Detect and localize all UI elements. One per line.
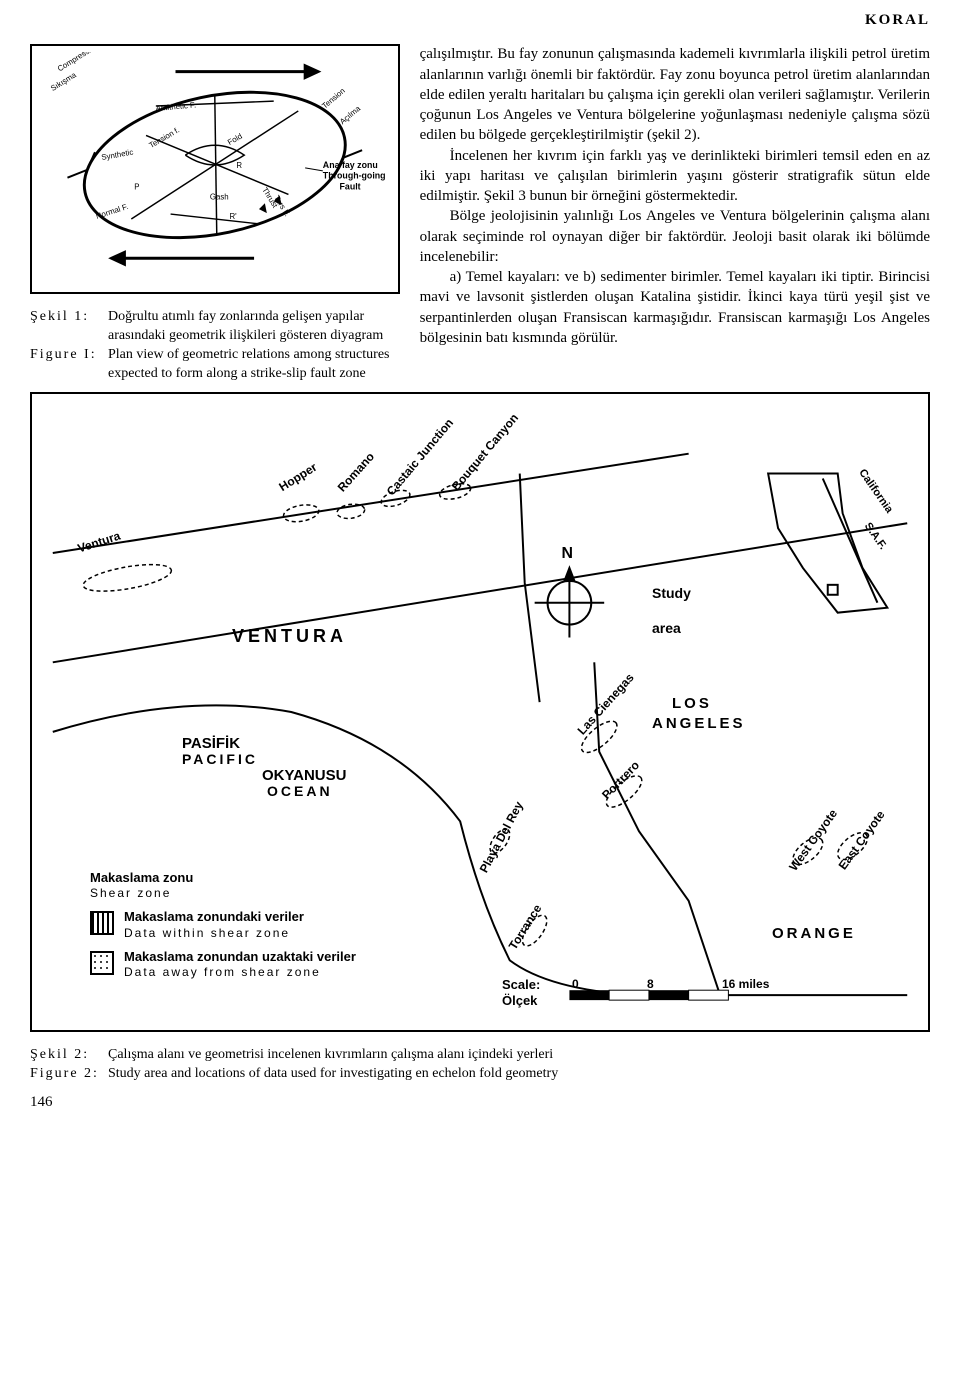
svg-text:Tension: Tension [320,86,347,110]
label-area: area [652,619,681,638]
figure1-box: Compression Sıkışma Tension Açılma Antit… [30,44,400,294]
legend-away-sub: Data away from shear zone [124,965,356,980]
legend-row-away: Makaslama zonundan uzaktaki veriler Data… [90,949,356,980]
paragraph-4: a) Temel kayaları: ve b) sedimenter biri… [420,267,930,348]
svg-text:Gash: Gash [210,193,229,202]
figure2-label-tr: Şekil 2: [30,1046,108,1065]
svg-text:Fold: Fold [226,132,244,147]
label-ocean: OCEAN [267,782,333,801]
figure1-svg: Compression Sıkışma Tension Açılma Antit… [38,52,392,278]
svg-text:Normal F.: Normal F. [95,202,130,221]
figure1-label-en: Figure I: [30,346,108,384]
label-scale: Scale: [502,976,540,994]
figure2-text-tr: Çalışma alanı ve geometrisi incelenen kı… [108,1046,930,1065]
label-orange: ORANGE [772,924,856,944]
svg-text:Through-going: Through-going [323,171,386,181]
svg-text:N: N [561,545,572,562]
label-pacific: PACIFIC [182,750,258,769]
paragraph-1: çalışılmıştır. Bu fay zonunun çalışmasın… [420,44,930,145]
label-scale-0: 0 [572,976,579,992]
figure1-text-tr: Doğrultu atımlı fay zonlarında gelişen y… [108,308,400,346]
figure2-box: N VENTURA PASİF [30,392,930,1032]
figure2-legend: Makaslama zonu Shear zone Makaslama zonu… [90,870,356,980]
paragraph-2: İncelenen her kıvrım için farklı yaş ve … [420,146,930,207]
label-ventura-basin: VENTURA [232,624,347,648]
svg-text:Sıkışma: Sıkışma [49,70,78,93]
figure2-text-en: Study area and locations of data used fo… [108,1065,930,1084]
svg-text:R: R [236,161,242,170]
figure1-text-en: Plan view of geometric relations among s… [108,346,400,384]
svg-text:R': R' [230,212,238,221]
legend-shear-sub: Shear zone [90,886,356,901]
figure2-caption: Şekil 2: Çalışma alanı ve geometrisi inc… [30,1046,930,1084]
body-text-column: çalışılmıştır. Bu fay zonunun çalışmasın… [420,44,930,348]
svg-text:P: P [134,183,139,192]
label-olcek: Ölçek [502,992,537,1010]
legend-row-within: Makaslama zonundaki veriler Data within … [90,909,356,940]
legend-swatch-dots [90,951,114,975]
page-number: 146 [30,1092,930,1112]
svg-text:Ana fay zonu: Ana fay zonu [323,160,378,170]
label-los: LOS [672,694,712,714]
figure1-column: Compression Sıkışma Tension Açılma Antit… [30,44,400,384]
svg-text:Fault: Fault [340,182,361,192]
figure2-label-en: Figure 2: [30,1065,108,1084]
svg-text:Antithetic F.: Antithetic F. [155,101,196,113]
legend-swatch-lines [90,911,114,935]
label-angeles: ANGELES [652,714,746,734]
figure1-caption: Şekil 1: Doğrultu atımlı fay zonlarında … [30,308,400,384]
label-study: Study [652,584,691,603]
svg-text:Synthetic: Synthetic [101,148,134,162]
figure1-label-tr: Şekil 1: [30,308,108,346]
page-header: KORAL [30,0,930,44]
top-row: Compression Sıkışma Tension Açılma Antit… [30,44,930,384]
label-scale-16: 16 miles [722,976,769,992]
paragraph-3: Bölge jeolojisinin yalınlığı Los Angeles… [420,206,930,267]
legend-shear-title: Makaslama zonu [90,870,356,886]
svg-text:Compression: Compression [56,52,100,73]
svg-text:Açılma: Açılma [338,104,363,127]
legend-within-sub: Data within shear zone [124,926,304,941]
label-scale-8: 8 [647,976,654,992]
legend-within-title: Makaslama zonundaki veriler [124,909,304,925]
legend-away-title: Makaslama zonundan uzaktaki veriler [124,949,356,965]
